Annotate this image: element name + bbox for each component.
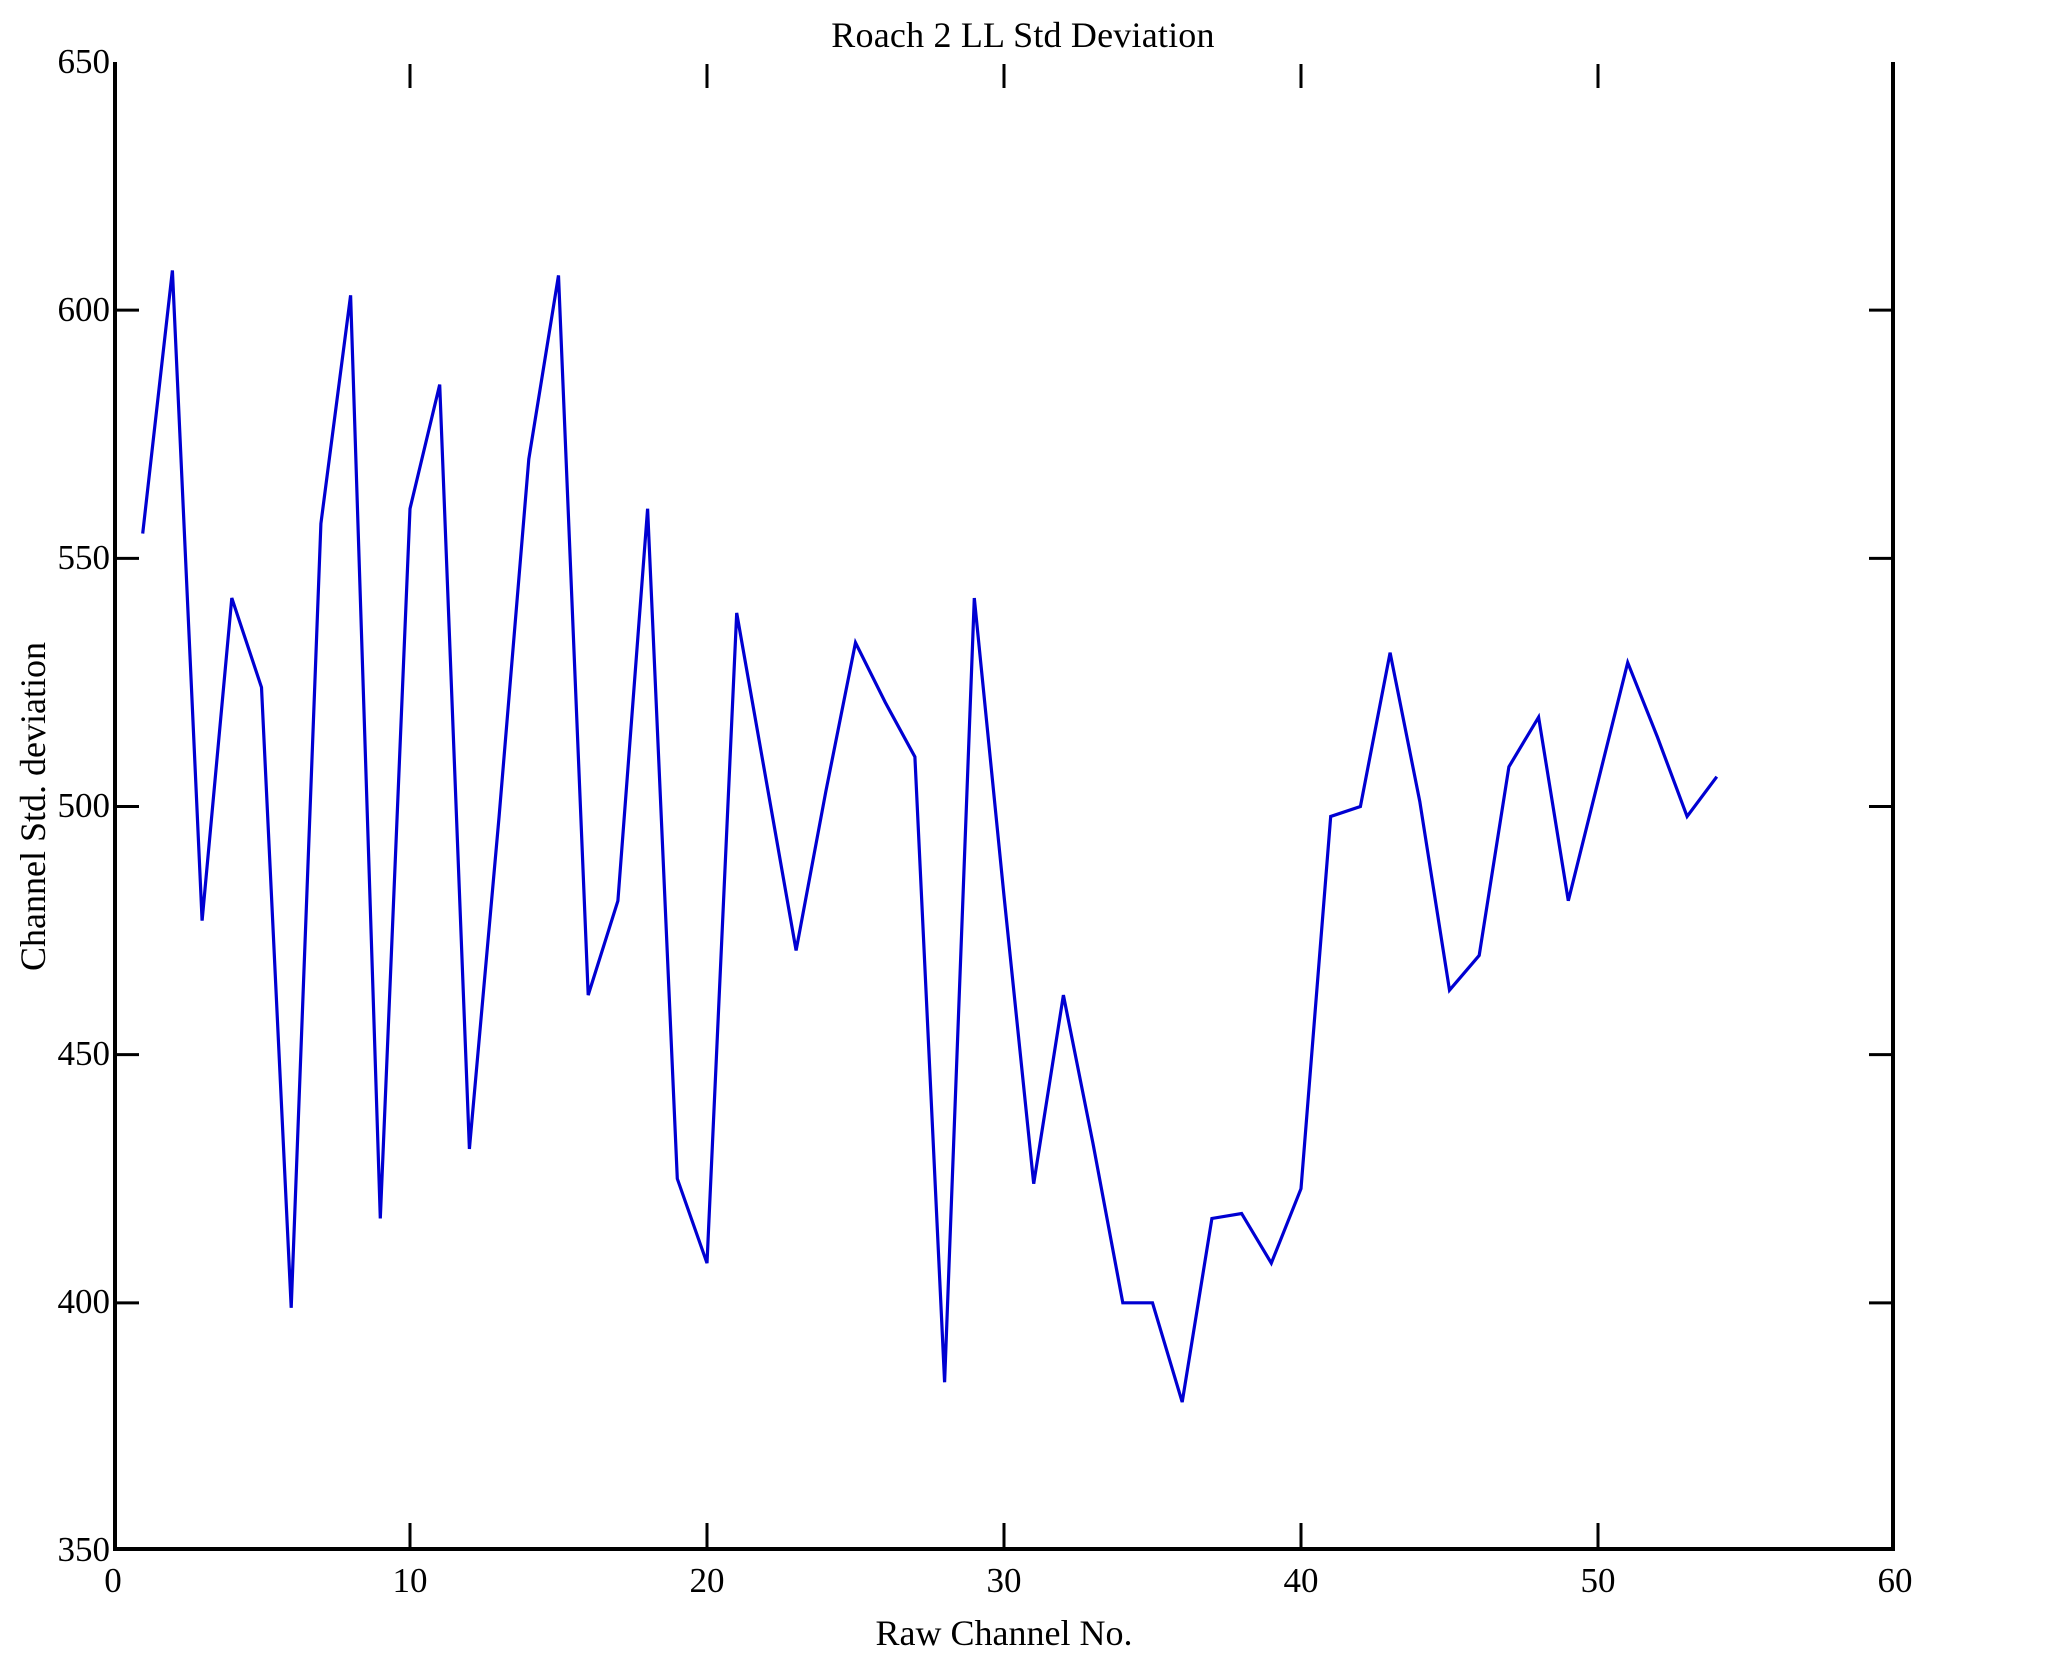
y-axis-tick-labels: 650 600 550 500 450 400 350 [0, 44, 111, 1567]
plot-svg [113, 62, 1895, 1551]
x-tick-label-30: 30 [986, 1561, 1022, 1600]
x-tick-label-60: 60 [1877, 1561, 1913, 1600]
x-tick-label-10: 10 [392, 1561, 428, 1600]
x-axis-ticks [408, 64, 1600, 1547]
y-tick-label-600: 600 [57, 290, 111, 329]
y-tick-label-650: 650 [57, 42, 111, 81]
x-tick-label-50: 50 [1580, 1561, 1616, 1600]
y-tick-label-350: 350 [57, 1530, 111, 1569]
y-tick-label-400: 400 [57, 1282, 111, 1321]
x-axis-label: Raw Channel No. [875, 1613, 1133, 1653]
plot-area [113, 62, 1895, 1551]
axis-frame [113, 62, 1895, 1551]
y-tick-label-450: 450 [57, 1034, 111, 1073]
x-tick-label-0: 0 [104, 1561, 122, 1600]
chart-title: Roach 2 LL Std Deviation [831, 15, 1215, 55]
x-tick-label-40: 40 [1283, 1561, 1319, 1600]
x-tick-label-20: 20 [689, 1561, 725, 1600]
x-axis-tick-labels: 0 10 20 30 40 50 60 [104, 1561, 1912, 1608]
y-tick-label-550: 550 [57, 538, 111, 577]
y-tick-label-500: 500 [57, 786, 111, 825]
data-series-line [141, 270, 1719, 1403]
y-axis-ticks [117, 308, 1891, 1305]
